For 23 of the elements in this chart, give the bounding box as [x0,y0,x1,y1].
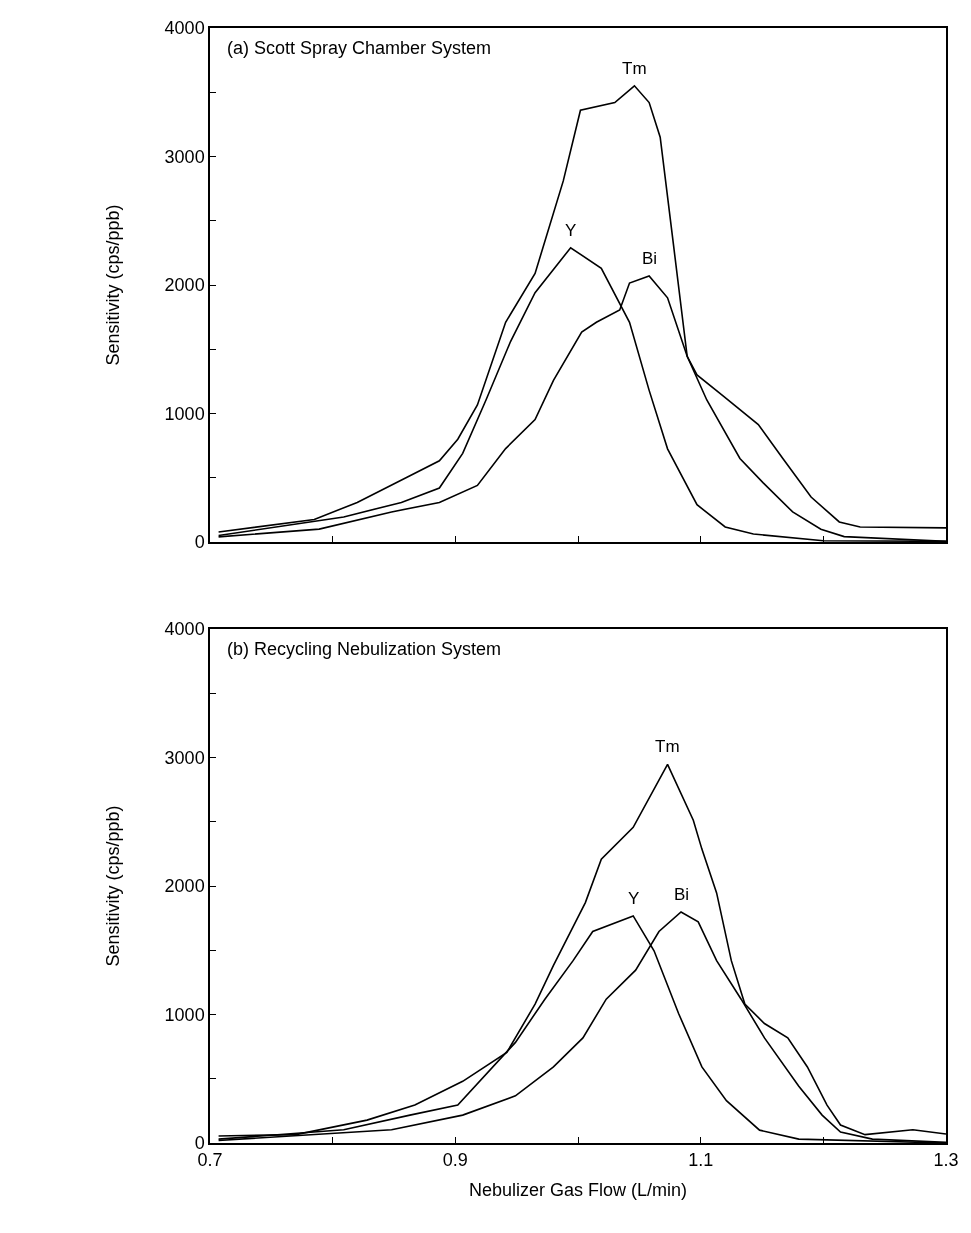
y-tick-label: 3000 [164,146,205,167]
series-label: Bi [674,885,690,904]
y-tick-label: 4000 [164,18,205,39]
y-tick-label: 0 [194,532,205,553]
series-label: Tm [622,59,647,78]
y-tick-label: 2000 [164,275,205,296]
series-label: Y [628,889,640,908]
text: (b) Recycling Nebulization System [227,639,502,659]
series-label: Bi [642,249,658,268]
y-tick-label: 3000 [164,747,205,768]
text: (a) Scott Spray Chamber System [227,38,492,58]
y-tick-label: 4000 [164,619,205,640]
y-tick-label: 1000 [164,403,205,424]
series-label: Tm [655,737,680,756]
y-tick-label: 2000 [164,876,205,897]
x-axis-title: Nebulizer Gas Flow (L/min) [468,1179,688,1200]
series-label: Y [565,221,577,240]
y-axis-title: Sensitivity (cps/ppb) [103,805,124,967]
x-tick-label: 1.1 [688,1150,714,1171]
x-tick-label: 0.9 [442,1150,468,1171]
x-tick-label: 1.3 [933,1150,959,1171]
y-axis-title: Sensitivity (cps/ppb) [103,204,124,366]
y-tick-label: 1000 [164,1004,205,1025]
